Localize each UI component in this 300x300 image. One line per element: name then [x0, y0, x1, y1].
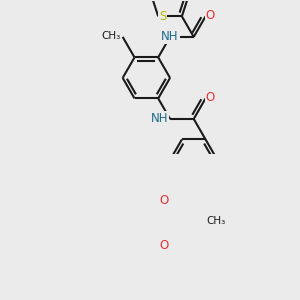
- Text: O: O: [159, 239, 168, 252]
- Text: NH: NH: [151, 112, 168, 125]
- Text: O: O: [206, 9, 215, 22]
- Text: O: O: [206, 91, 215, 104]
- Text: NH: NH: [161, 30, 179, 44]
- Text: CH₃: CH₃: [206, 217, 226, 226]
- Text: CH₃: CH₃: [102, 31, 121, 41]
- Text: O: O: [159, 194, 168, 208]
- Text: S: S: [159, 10, 166, 23]
